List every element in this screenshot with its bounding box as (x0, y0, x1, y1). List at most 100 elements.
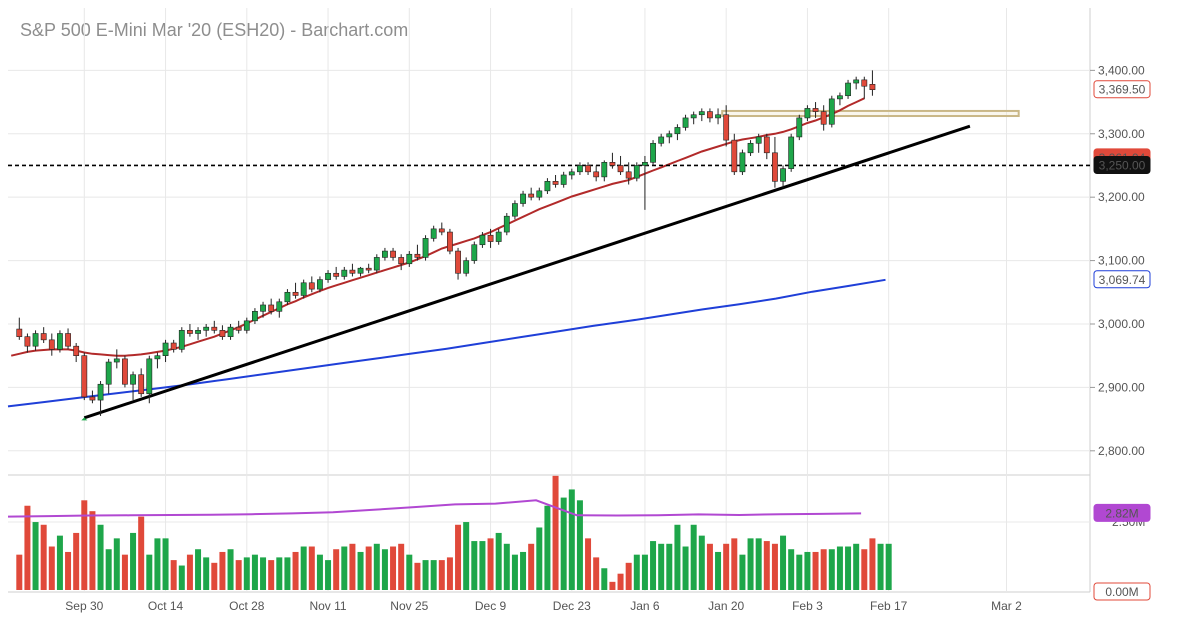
volume-bar (796, 554, 803, 590)
candle (568, 168, 575, 180)
volume-bar (641, 554, 648, 590)
x-tick-label: Nov 11 (309, 599, 346, 613)
candle-body (300, 282, 307, 296)
candle-body (528, 193, 535, 198)
candle (869, 70, 876, 96)
ma50-path (10, 97, 865, 357)
volume-bar (885, 543, 892, 590)
candle (609, 152, 616, 169)
candle (601, 160, 608, 182)
volume-bar (178, 565, 185, 590)
volume-bar (227, 549, 234, 590)
volume-bar (349, 543, 356, 590)
volume-bar (65, 551, 72, 590)
volume-bar (89, 511, 96, 590)
volume-bar (81, 500, 88, 590)
level-label-bg (1093, 155, 1151, 174)
candle-body (780, 168, 786, 182)
candle-body (650, 142, 656, 163)
y-tick-label: 3,000.00 (1098, 317, 1145, 331)
candle (422, 235, 429, 261)
volume-bars (16, 475, 892, 590)
volume-ma-label: 2.82M (1093, 503, 1151, 522)
candle (81, 352, 88, 401)
candle-body (65, 333, 71, 347)
candle (382, 247, 388, 261)
volume-bar (398, 543, 405, 590)
volume-bar (723, 543, 730, 590)
volume-bar (438, 560, 445, 590)
candle-body (495, 231, 502, 242)
x-tick-label: Feb 17 (870, 599, 908, 613)
volume-bar (609, 581, 616, 590)
candle-body (568, 171, 575, 176)
candle (772, 136, 778, 188)
candle-body (828, 98, 835, 125)
candle-body (593, 171, 600, 178)
y-tick-label: 2,900.00 (1098, 380, 1145, 394)
candle-body (723, 114, 730, 141)
candle (731, 133, 738, 175)
volume-bar (463, 522, 470, 590)
candle (48, 333, 55, 356)
candle-body (869, 84, 876, 91)
candle-body (227, 326, 234, 337)
volume-bar (780, 535, 787, 590)
candle-body (235, 326, 242, 331)
x-tick-label: Mar 2 (991, 599, 1022, 613)
candle-body (284, 291, 291, 303)
candle-body (341, 269, 348, 277)
volume-bar (284, 557, 291, 590)
candle-body (40, 333, 47, 341)
volume-bar (455, 524, 462, 590)
candle-body (698, 111, 705, 116)
trendline-path (83, 124, 971, 420)
candle-body (601, 162, 608, 178)
candle (739, 149, 746, 175)
volume-bar (804, 551, 811, 590)
candle-body (739, 152, 746, 173)
candle (560, 171, 567, 188)
candle (682, 114, 689, 131)
volume-bar (731, 538, 738, 590)
candle-body (552, 181, 559, 185)
volume-bar (593, 557, 600, 590)
price-labels: 3,261.943,250.003,369.503,069.742.82M0.0… (1093, 80, 1151, 601)
volume-bar (268, 560, 275, 590)
candle-body (796, 117, 803, 138)
candle (487, 228, 494, 248)
candle-body (747, 142, 754, 154)
candle-body (479, 234, 486, 246)
candles (16, 70, 876, 421)
volume-bar (853, 543, 860, 590)
candle (552, 174, 559, 188)
volume-bar (682, 546, 689, 590)
volume-bar (552, 475, 559, 590)
candle-body (853, 79, 860, 84)
candle (503, 213, 510, 236)
candle (317, 276, 323, 293)
candle-body (243, 320, 250, 331)
candle-body (520, 193, 526, 204)
chart-title: S&P 500 E-Mini Mar '20 (ESH20) - Barchar… (20, 20, 409, 40)
candle-body (414, 253, 421, 258)
candle (666, 130, 673, 144)
candle-body (81, 355, 88, 398)
candle (154, 352, 161, 369)
candle-body (804, 108, 811, 119)
last-volume-label-text: 0.00M (1105, 585, 1138, 599)
y-tick-label: 3,300.00 (1098, 127, 1145, 141)
candle (536, 187, 543, 201)
candle-body (390, 250, 396, 258)
volume-bar (658, 543, 665, 590)
candle-body (690, 114, 697, 119)
volume-bar (235, 560, 242, 590)
candle-body (788, 136, 795, 169)
ma50-line (10, 97, 865, 357)
candle (544, 178, 551, 195)
candle-body (349, 269, 356, 274)
volume-bar (715, 551, 722, 590)
volume-bar (479, 541, 486, 590)
volume-bar (560, 497, 567, 590)
